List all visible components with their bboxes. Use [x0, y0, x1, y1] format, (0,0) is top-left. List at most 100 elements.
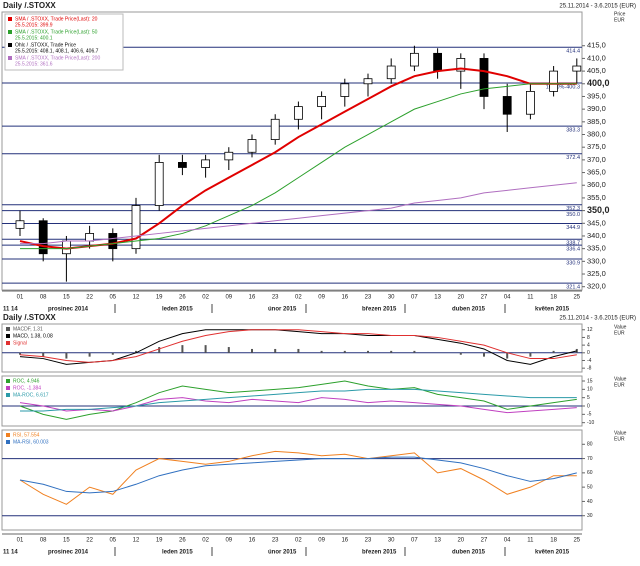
histogram-bar: [251, 348, 253, 353]
legend-label: MACD, 1.38, 0.08: [13, 333, 53, 339]
x-tick-label: 25: [573, 538, 580, 544]
x-tick-label: 27: [481, 538, 488, 544]
legend-label: SMA / .STOXX, Trade Price(Last): 200: [15, 55, 100, 61]
candle-body: [224, 151, 234, 161]
histogram-bar: [158, 347, 161, 353]
series-line: [19, 456, 577, 494]
x-tick-label: 08: [40, 538, 47, 544]
candle-body: [433, 52, 443, 72]
candle-body: [502, 96, 512, 115]
legend-label: RSI, 57.554: [13, 432, 40, 438]
y-tick-label: 0: [587, 403, 590, 409]
x-tick-label: 22: [86, 538, 93, 544]
y-axis-label: Price: [614, 11, 626, 17]
y-tick-label: 375,0: [587, 142, 606, 151]
candle-body: [456, 58, 466, 72]
y-tick-label: 335,0: [587, 244, 606, 253]
legend-swatch: [6, 440, 10, 444]
legend-swatch: [8, 43, 12, 47]
legend-box: [4, 13, 124, 71]
support-label: 383.3: [566, 128, 580, 134]
candle-body: [201, 159, 211, 168]
legend-label: SMA / .STOXX, Trade Price(Last): 50: [15, 29, 98, 35]
legend-swatch: [6, 393, 10, 397]
x-tick-label: 07: [411, 295, 418, 301]
chart-title: Daily /.STOXX: [3, 1, 56, 10]
y-tick-label: 390,0: [587, 104, 606, 113]
x-tick-label: 16: [341, 295, 348, 301]
date-range: 25.11.2014 - 3.6.2015 (EUR): [559, 316, 636, 322]
candle-body: [270, 118, 280, 140]
candle-body: [15, 220, 25, 229]
x-tick-label: 07: [411, 538, 418, 544]
x-tick-label: 11: [527, 295, 534, 301]
x-tick-label: 19: [156, 538, 163, 544]
legend-label: MACDF, 1.31: [13, 326, 43, 332]
histogram-bar: [529, 352, 532, 357]
axis-start: 11 14: [3, 550, 18, 556]
candle-body: [293, 106, 303, 120]
y-axis-label: Value: [614, 324, 627, 330]
y-tick-label: 8: [587, 335, 590, 341]
x-tick-label: 05: [109, 538, 116, 544]
series-line: [19, 450, 577, 505]
x-tick-label: 09: [318, 538, 325, 544]
month-label: prosinec 2014: [48, 307, 89, 313]
y-tick-label: 10: [587, 387, 593, 393]
y-tick-label: 30: [587, 513, 593, 519]
y-tick-label: 355,0: [587, 193, 606, 202]
support-label: 336.4: [566, 247, 580, 253]
candle-body: [154, 162, 164, 206]
candle-body: [386, 65, 396, 80]
month-label: prosinec 2014: [48, 550, 89, 556]
x-tick-label: 15: [63, 295, 70, 301]
y-axis-unit: EUR: [614, 382, 625, 388]
month-label: květen 2015: [535, 550, 570, 556]
x-tick-label: 09: [225, 295, 232, 301]
x-tick-label: 15: [63, 538, 70, 544]
x-tick-label: 26: [179, 295, 186, 301]
month-label: květen 2015: [535, 307, 570, 313]
plot-frame: [1, 11, 583, 291]
candle-body: [108, 233, 118, 250]
legend-label: Ohlc / .STOXX, Trade Price: [15, 42, 76, 48]
legend-swatch: [8, 56, 12, 60]
legend-label: MA-ROC, 6.617: [13, 392, 49, 398]
y-axis-unit: EUR: [614, 436, 625, 442]
histogram-bar: [19, 352, 21, 355]
candle-body: [409, 52, 419, 67]
histogram-bar: [65, 352, 68, 359]
x-tick-label: 02: [202, 538, 209, 544]
y-tick-label: 4: [587, 342, 590, 348]
plot-frame: [1, 429, 583, 531]
y-tick-label: 405,0: [587, 66, 606, 75]
x-tick-label: 13: [434, 295, 441, 301]
y-tick-label: 385,0: [587, 117, 606, 126]
x-tick-label: 02: [202, 295, 209, 301]
series-line: [19, 397, 577, 414]
legend-value: 25.5.2015: 361.6: [15, 61, 53, 67]
x-tick-label: 18: [550, 295, 557, 301]
date-range: 25.11.2014 - 3.6.2015 (EUR): [559, 4, 636, 10]
x-tick-label: 30: [388, 538, 395, 544]
y-tick-label: 60: [587, 470, 593, 476]
y-tick-label: 395,0: [587, 91, 606, 100]
histogram-bar: [135, 350, 137, 353]
month-label: březen 2015: [362, 307, 397, 313]
histogram-bar: [274, 348, 277, 353]
y-tick-label: 5: [587, 395, 590, 401]
histogram-bar: [459, 352, 462, 355]
x-tick-label: 16: [249, 295, 256, 301]
histogram-bar: [367, 350, 369, 353]
x-tick-label: 01: [17, 538, 24, 544]
x-tick-label: 18: [550, 538, 557, 544]
legend-swatch: [6, 334, 10, 338]
legend-label: MA-RSI, 60.003: [13, 439, 49, 445]
x-tick-label: 13: [434, 538, 441, 544]
y-tick-label: -8: [587, 365, 592, 371]
histogram-bar: [483, 352, 485, 357]
y-tick-label: -10: [587, 420, 594, 426]
x-tick-label: 04: [504, 538, 511, 544]
y-tick-label: 365,0: [587, 168, 606, 177]
legend-swatch: [6, 327, 10, 331]
